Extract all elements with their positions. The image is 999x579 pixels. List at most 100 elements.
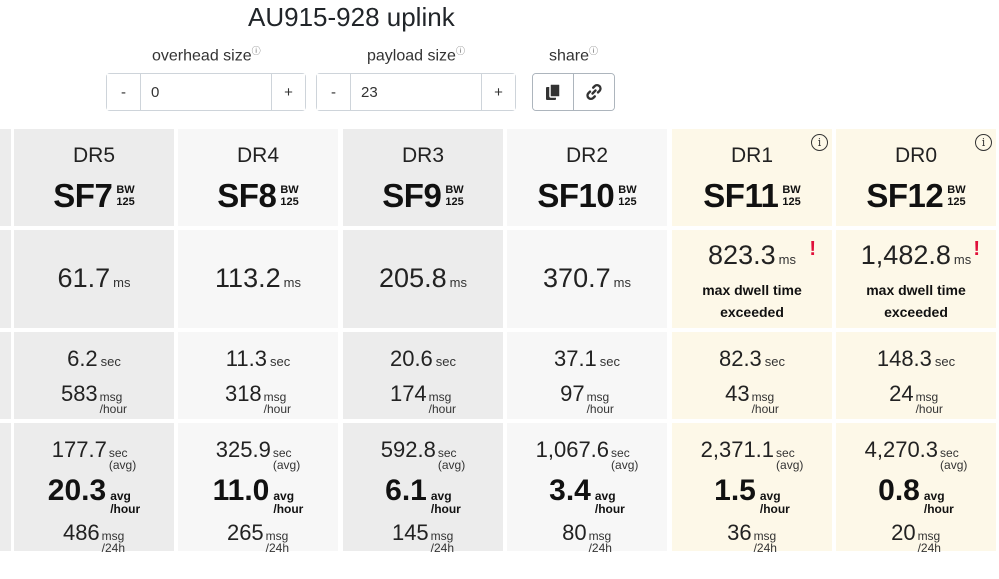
airtime-unit: ms bbox=[953, 252, 972, 267]
msg-24h-unit: msg/24h bbox=[265, 529, 290, 555]
interval-unit: sec bbox=[435, 354, 457, 369]
avg-interval: 4,270.3 sec (avg) bbox=[836, 437, 996, 471]
link-icon bbox=[586, 83, 602, 101]
dr-header-cell: DR2 SF10 BW 125 bbox=[507, 129, 667, 226]
airtime-cell: 113.2 ms bbox=[178, 230, 338, 328]
spreading-factor: SF12 BW 125 bbox=[836, 177, 996, 215]
airtime-unit: ms bbox=[778, 252, 796, 267]
warning-icon: ! bbox=[809, 238, 816, 260]
avg-interval-unit: sec (avg) bbox=[776, 446, 804, 472]
overhead-decrement-button[interactable]: - bbox=[107, 74, 141, 110]
sf-label: SF7 bbox=[53, 177, 113, 214]
overhead-info-icon[interactable]: ⓘ bbox=[251, 46, 261, 56]
airtime-cell: 61.7 ms bbox=[14, 230, 174, 328]
avg-hour-value: 6.1 bbox=[385, 474, 427, 507]
share-label: shareⓘ bbox=[549, 44, 598, 65]
info-icon[interactable]: i bbox=[975, 134, 992, 151]
min-interval: 148.3 sec bbox=[836, 346, 996, 372]
avg-interval-unit: sec (avg) bbox=[611, 446, 639, 472]
interval-value: 20.6 bbox=[389, 346, 433, 371]
share-info-icon[interactable]: ⓘ bbox=[589, 46, 599, 56]
msg-hour-value: 583 bbox=[60, 381, 98, 406]
left-edge-cell bbox=[0, 129, 11, 226]
payload-size-label: payload sizeⓘ bbox=[367, 44, 465, 65]
avg-interval-value: 325.9 bbox=[215, 437, 271, 462]
msg-hour-unit: msg/hour bbox=[751, 390, 779, 416]
avg-hour-unit: avg/hour bbox=[430, 489, 461, 516]
airtime-cell: 823.3 ms! max dwell time exceeded bbox=[672, 230, 832, 328]
sf-label: SF10 bbox=[537, 177, 615, 214]
copy-icon bbox=[546, 83, 561, 100]
copy-link-button[interactable] bbox=[573, 74, 614, 110]
data-rate-label: DR4 bbox=[236, 144, 279, 167]
fair-use-cell: 1,067.6 sec (avg) 3.4 avg/hour 80 msg/24h bbox=[507, 423, 667, 555]
duty-cycle-cell: 20.6 sec 174 msg/hour bbox=[343, 332, 503, 419]
msg-24h-value: 486 bbox=[62, 520, 100, 545]
messages-per-24h: 145 msg/24h bbox=[343, 520, 503, 554]
share-text: share bbox=[549, 47, 590, 65]
airtime: 823.3 ms bbox=[672, 240, 832, 271]
copy-button[interactable] bbox=[533, 74, 573, 110]
bw-value: 125 bbox=[116, 196, 135, 208]
msg-hour-unit: msg/hour bbox=[586, 390, 614, 416]
info-icon[interactable]: i bbox=[811, 134, 828, 151]
airtime-cell: 370.7 ms bbox=[507, 230, 667, 328]
msg-24h-unit: msg/24h bbox=[588, 529, 612, 555]
bandwidth-label: BW 125 bbox=[618, 184, 636, 208]
airtime-value: 823.3 bbox=[708, 240, 776, 270]
interval-value: 6.2 bbox=[67, 346, 98, 371]
avg-interval-unit: sec (avg) bbox=[272, 446, 301, 472]
overhead-size-input[interactable] bbox=[141, 74, 271, 110]
airtime: 113.2 ms bbox=[178, 263, 338, 294]
data-rate-label: DR2 bbox=[565, 144, 608, 167]
data-rate-label: DR3 bbox=[401, 144, 444, 167]
payload-info-icon[interactable]: ⓘ bbox=[455, 46, 465, 56]
payload-size-input[interactable] bbox=[351, 74, 481, 110]
data-rate-label: DR1 bbox=[730, 144, 773, 167]
duty-cycle-cell: 6.2 sec 583 msg/hour bbox=[14, 332, 174, 419]
airtime: 370.7 ms bbox=[507, 263, 667, 294]
msg-24h-unit: msg/24h bbox=[430, 529, 455, 555]
airtime-value: 205.8 bbox=[379, 263, 447, 293]
interval-value: 82.3 bbox=[718, 346, 762, 371]
bandwidth-label: BW 125 bbox=[116, 184, 134, 208]
fair-use-cell: 2,371.1 sec (avg) 1.5 avg/hour 36 msg/24h bbox=[672, 423, 832, 554]
airtime-unit: ms bbox=[449, 275, 467, 290]
payload-decrement-button[interactable]: - bbox=[317, 74, 351, 110]
msg-hour-value: 174 bbox=[389, 381, 427, 406]
airtime-value: 113.2 bbox=[215, 263, 281, 293]
dr-header-cell: DR3 SF9 BW 125 bbox=[343, 129, 503, 226]
min-interval: 82.3 sec bbox=[672, 346, 832, 372]
msg-24h-unit: msg/24h bbox=[101, 529, 126, 555]
avg-interval-unit: sec (avg) bbox=[940, 446, 968, 472]
bw-text: BW bbox=[947, 184, 966, 196]
airtime-unit: ms bbox=[113, 275, 131, 290]
fair-use-cell: 4,270.3 sec (avg) 0.8 avg/hour 20 msg/24h bbox=[836, 423, 996, 554]
left-edge-cell bbox=[0, 332, 11, 419]
overhead-increment-button[interactable]: + bbox=[271, 74, 305, 110]
duty-cycle-cell: 11.3 sec 318 msg/hour bbox=[178, 332, 338, 419]
warning-icon: ! bbox=[973, 238, 980, 260]
overhead-size-stepper: - + bbox=[106, 73, 306, 111]
msg-hour-value: 97 bbox=[560, 381, 585, 406]
spreading-factor: SF11 BW 125 bbox=[672, 177, 832, 215]
messages-per-24h: 486 msg/24h bbox=[14, 520, 174, 554]
payload-increment-button[interactable]: + bbox=[481, 74, 515, 110]
interval-value: 148.3 bbox=[876, 346, 932, 371]
dr-header-cell: DR4 SF8 BW 125 bbox=[178, 129, 338, 226]
avg-hour-unit: avg/hour bbox=[923, 489, 954, 516]
msg-hour-unit: msg/hour bbox=[99, 390, 128, 416]
min-interval: 11.3 sec bbox=[178, 346, 338, 372]
airtime-unit: ms bbox=[613, 275, 631, 290]
airtime: 61.7 ms bbox=[14, 263, 174, 294]
interval-value: 11.3 bbox=[225, 346, 267, 371]
share-button-group bbox=[532, 73, 615, 111]
left-edge-cell bbox=[0, 423, 11, 551]
airtime-value: 61.7 bbox=[57, 263, 111, 293]
max-messages-hour: 97 msg/hour bbox=[507, 381, 667, 415]
data-rate-label: DR0 bbox=[894, 144, 937, 167]
msg-hour-unit: msg/hour bbox=[263, 390, 292, 416]
avg-interval-value: 1,067.6 bbox=[535, 437, 610, 462]
interval-unit: sec bbox=[599, 354, 621, 369]
avg-interval: 2,371.1 sec (avg) bbox=[672, 437, 832, 471]
